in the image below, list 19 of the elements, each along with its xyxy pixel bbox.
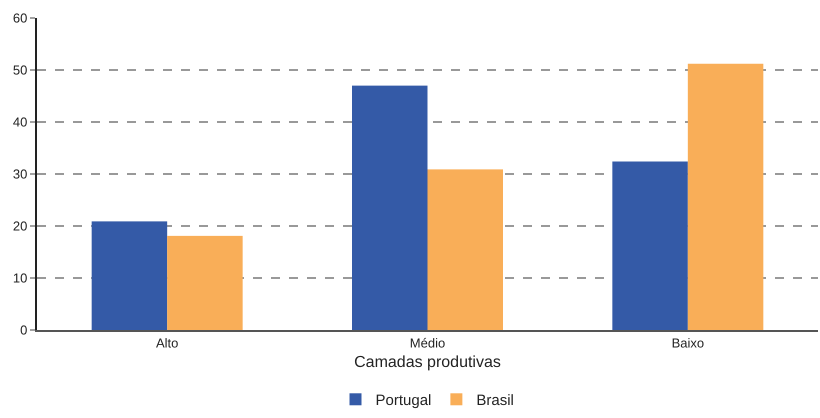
y-tick-label: 0 [20,322,28,338]
y-tick-label: 40 [12,114,28,130]
y-tick-label: 30 [12,166,28,182]
y-tick-label: 20 [12,218,28,234]
x-axis-title: Camadas produtivas [354,354,501,371]
legend-label: Portugal [376,392,432,410]
x-tick-label: Baixo [672,336,704,351]
legend-label: Brasil [476,392,514,410]
bar [352,86,428,330]
bar [612,162,688,330]
bar [92,221,168,330]
bar [428,169,503,330]
y-tick-label: 10 [12,270,28,286]
bar [688,64,764,330]
y-tick-label: 60 [12,10,28,26]
bar [167,236,243,330]
x-tick-label: Alto [156,336,178,351]
y-tick-label: 50 [12,62,28,78]
x-tick-label: Médio [410,336,446,351]
